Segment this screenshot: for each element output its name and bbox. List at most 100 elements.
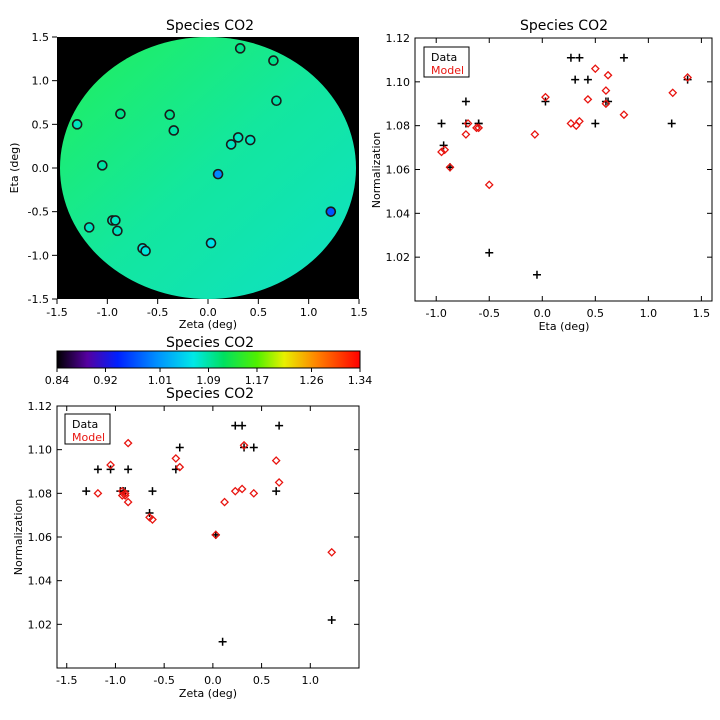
eta-data-point xyxy=(619,53,628,62)
zeta-y-tick-label: 1.08 xyxy=(28,487,53,500)
zeta-model-point xyxy=(171,453,181,463)
eta-model-point xyxy=(445,162,455,172)
eta-x-tick-label: 0.0 xyxy=(534,307,552,320)
fov-point xyxy=(115,108,126,120)
eta-points xyxy=(437,53,693,279)
zeta-legend-model: Model xyxy=(72,431,105,444)
eta-data-point xyxy=(575,53,584,62)
eta-data-point xyxy=(566,53,575,62)
zeta-y-tick-label: 1.10 xyxy=(28,444,53,457)
eta-x-tick-label: -0.5 xyxy=(479,307,500,320)
zeta-data-point xyxy=(218,637,227,646)
fov-disk xyxy=(60,37,356,299)
zeta-legend-data: Data xyxy=(72,418,98,431)
eta-model-point xyxy=(603,70,613,80)
eta-data-point xyxy=(583,75,592,84)
zeta-model-point xyxy=(123,438,133,448)
zeta-model-point xyxy=(175,462,185,472)
fov-y-tick-label: -0.5 xyxy=(28,206,49,219)
zeta-model-point xyxy=(220,497,229,507)
zeta-model-point xyxy=(120,488,130,498)
colorbar-tick-label: 0.84 xyxy=(45,374,70,387)
eta-y-tick-label: 1.02 xyxy=(386,251,411,264)
fov-y-tick-label: 1.5 xyxy=(32,31,50,44)
fov-point xyxy=(325,206,337,217)
zeta-data-point xyxy=(231,421,240,430)
fov-x-tick-label: -1.0 xyxy=(97,306,118,319)
eta-data-point xyxy=(437,119,446,128)
zeta-data-point xyxy=(124,465,133,474)
eta-panel: Species CO2 -1.0 -0.5 0.0 0.5 1.0 1.5 1.02 1.04… xyxy=(370,18,713,333)
zeta-model-point xyxy=(117,491,127,500)
eta-data-point xyxy=(461,119,470,128)
fov-x-ticks: -1.5 -1.0 -0.5 0.0 0.5 1.0 1.5 xyxy=(46,299,368,319)
fov-x-tick-label: 0.5 xyxy=(250,306,268,319)
fov-point xyxy=(268,55,279,66)
eta-x-tick-label: -1.0 xyxy=(425,307,446,320)
eta-legend-model: Model xyxy=(431,64,464,77)
zeta-x-tick-label: -0.5 xyxy=(153,674,174,687)
zeta-model-point xyxy=(120,491,130,500)
fov-point xyxy=(212,168,224,180)
zeta-legend: Data Model xyxy=(64,413,111,445)
fov-map-panel: Species CO2 -1.5 -1.0 -0.5 0.0 0.5 1.0 1.5 -1.… xyxy=(8,18,368,331)
fov-point xyxy=(168,125,180,136)
eta-x-tick-label: 1.0 xyxy=(640,307,658,320)
fov-y-tick-label: -1.0 xyxy=(28,249,49,262)
colorbar: Species CO2 0.84 0.92 1.01 1.09 1.17 1.26 1.34 xyxy=(45,335,373,387)
eta-model-point xyxy=(440,145,450,155)
zeta-title: Species CO2 xyxy=(166,386,254,402)
eta-model-point xyxy=(474,123,484,133)
fov-point xyxy=(112,225,123,237)
eta-model-point xyxy=(566,119,576,128)
colorbar-ticks: 0.84 0.92 1.01 1.09 1.17 1.26 1.34 xyxy=(45,368,373,387)
zeta-data-point xyxy=(238,421,247,430)
zeta-data-point xyxy=(272,487,281,496)
fov-point xyxy=(71,119,83,130)
eta-ticks: -1.0 -0.5 0.0 0.5 1.0 1.5 1.02 1.04 1.06 1.08 1.10… xyxy=(386,32,712,320)
eta-legend: Data Model xyxy=(423,46,470,78)
fov-point xyxy=(205,237,217,249)
zeta-x-tick-label: 0.0 xyxy=(204,674,222,687)
fov-point xyxy=(110,215,121,226)
colorbar-tick-label: 1.34 xyxy=(348,374,373,387)
fov-point xyxy=(83,222,95,233)
eta-model-point xyxy=(601,86,611,96)
colorbar-tick-label: 1.09 xyxy=(196,374,221,387)
zeta-plot-frame xyxy=(56,405,360,669)
fov-y-tick-label: -1.5 xyxy=(28,293,49,306)
zeta-x-tick-label: -1.0 xyxy=(105,674,126,687)
zeta-data-point xyxy=(93,465,102,474)
eta-model-point xyxy=(583,94,593,104)
eta-model-point xyxy=(541,92,550,102)
fov-point xyxy=(164,109,176,121)
fov-point xyxy=(234,43,246,54)
eta-model-point xyxy=(437,147,446,157)
eta-model-point xyxy=(484,180,494,190)
eta-data-point xyxy=(591,119,600,128)
eta-data-point xyxy=(485,248,494,257)
eta-model-point xyxy=(461,130,471,139)
zeta-model-point xyxy=(249,488,259,498)
zeta-x-tick-label: -1.5 xyxy=(56,674,77,687)
zeta-model-point xyxy=(271,456,281,466)
zeta-y-tick-label: 1.06 xyxy=(28,531,53,544)
eta-y-tick-label: 1.12 xyxy=(386,32,411,45)
zeta-model-point xyxy=(274,477,284,487)
eta-y-label: Normalization xyxy=(370,132,383,208)
zeta-x-tick-label: 1.0 xyxy=(302,674,320,687)
eta-data-point xyxy=(532,270,541,279)
fov-point xyxy=(225,139,237,150)
fov-x-tick-label: -1.5 xyxy=(46,306,67,319)
eta-title: Species CO2 xyxy=(520,18,608,34)
eta-model-point xyxy=(619,110,629,120)
eta-model-point xyxy=(590,64,600,74)
zeta-data-point xyxy=(148,487,157,496)
eta-legend-box xyxy=(423,46,470,78)
zeta-y-tick-label: 1.02 xyxy=(28,618,53,631)
colorbar-gradient xyxy=(56,350,361,369)
zeta-x-tick-label: 0.5 xyxy=(253,674,271,687)
eta-data-point xyxy=(461,97,470,106)
eta-x-tick-label: 1.5 xyxy=(693,307,711,320)
